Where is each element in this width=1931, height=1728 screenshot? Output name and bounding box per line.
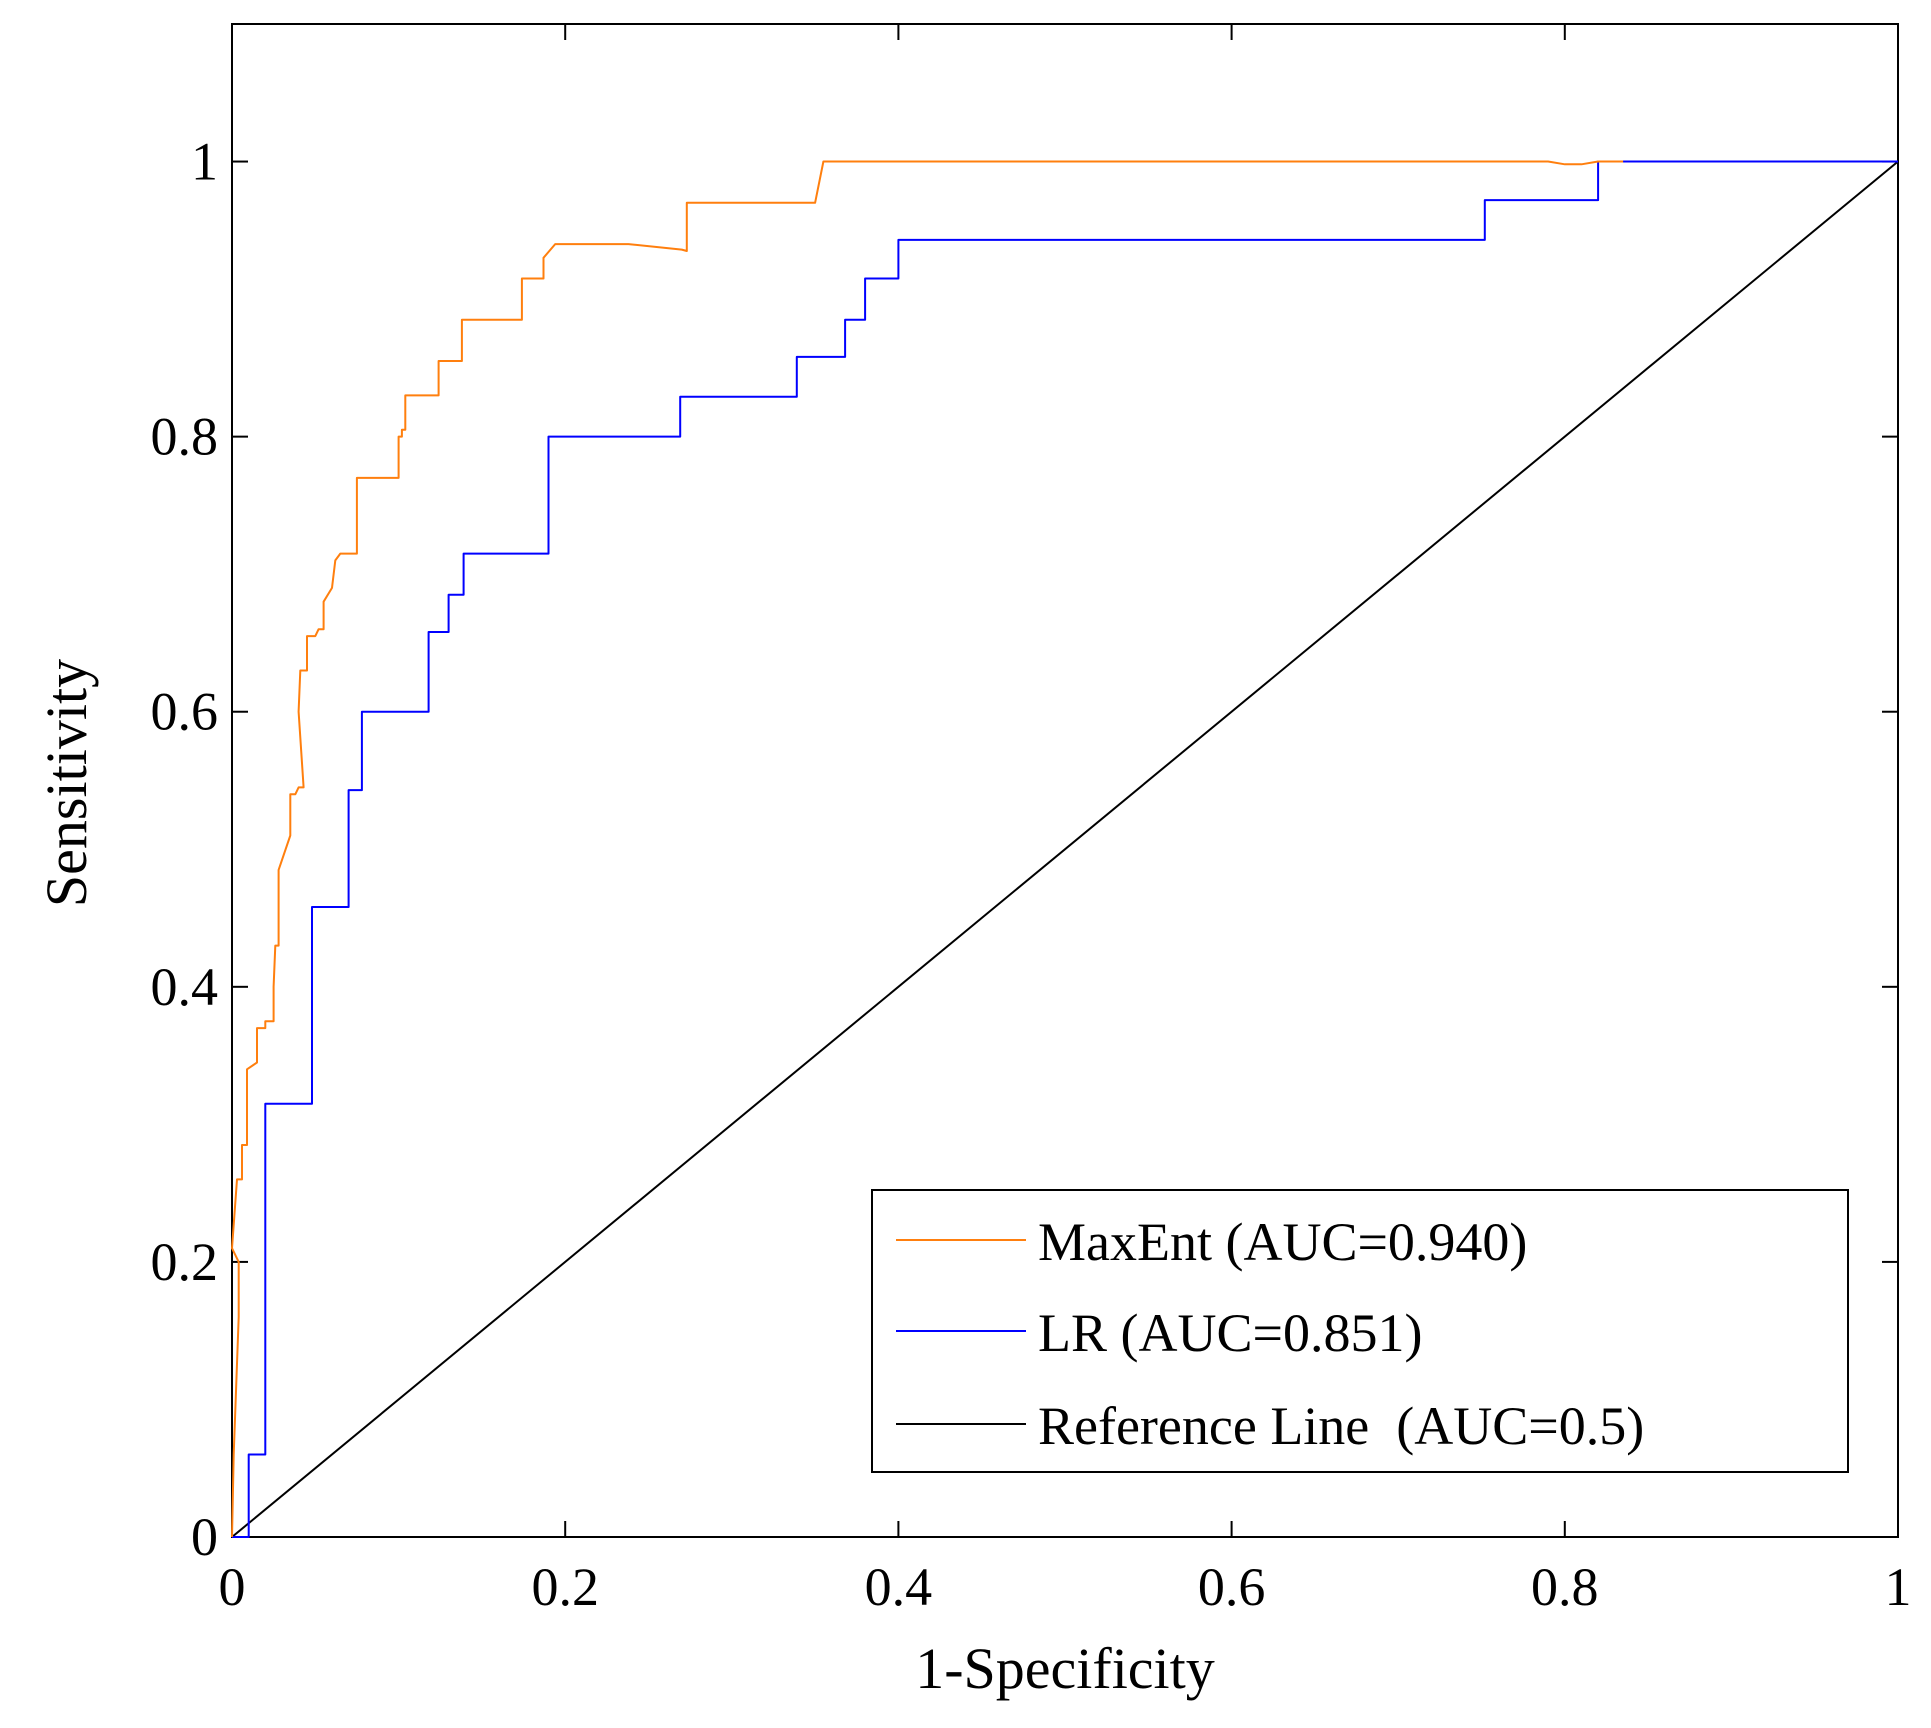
plot-area [231,23,1899,1538]
y-tick-label: 1 [191,132,218,192]
x-tick-label: 0.8 [1531,1557,1599,1617]
x-tick-label: 0.4 [865,1557,933,1617]
legend-label-reference: Reference Line (AUC=0.5) [1038,1396,1644,1456]
x-axis-title: 1-Specificity [915,1636,1215,1701]
legend-label-lr: LR (AUC=0.851) [1038,1303,1422,1363]
legend-label-maxent: MaxEnt (AUC=0.940) [1038,1212,1527,1272]
legend: MaxEnt (AUC=0.940) LR (AUC=0.851) Refere… [871,1189,1849,1473]
y-tick-label: 0.8 [151,407,219,467]
series-maxent-line [231,160,1624,1538]
y-axis-tick-labels: 0 0.2 0.4 0.6 0.8 1 [151,132,219,1567]
x-tick-label: 0.2 [531,1557,599,1617]
series-reference-line [231,160,1899,1538]
x-tick-label: 0.6 [1198,1557,1266,1617]
x-tick-label: 1 [1885,1557,1912,1617]
y-tick-label: 0 [191,1507,218,1567]
x-axis-tick-labels: 0 0.2 0.4 0.6 0.8 1 [219,1557,1912,1617]
y-axis-title: Sensitivity [34,659,99,907]
legend-box [871,1189,1849,1473]
x-tick-label: 0 [219,1557,246,1617]
y-tick-label: 0.4 [151,957,219,1017]
series-lr-line [232,160,1898,1538]
y-tick-label: 0.6 [151,682,219,742]
y-tick-label: 0.2 [151,1232,219,1292]
series-lines [231,160,1899,1538]
